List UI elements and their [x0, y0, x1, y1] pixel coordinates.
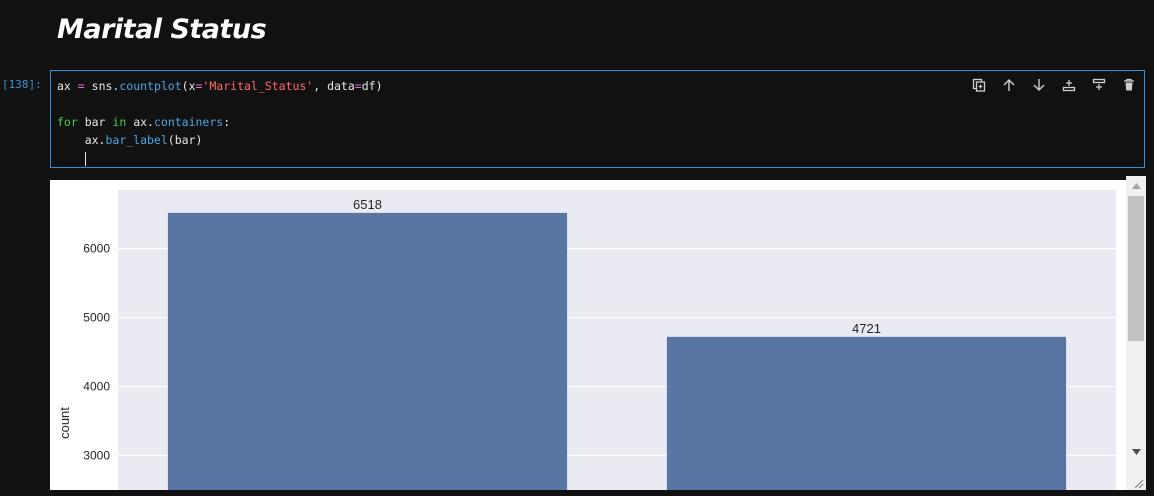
output-scrollbar[interactable]: [1126, 176, 1146, 490]
code-line: ax = sns.countplot(x='Marital_Status', d…: [57, 77, 383, 95]
scroll-up-arrow-icon: [1131, 183, 1141, 189]
code-token: (x: [181, 79, 196, 93]
scrollbar-thumb[interactable]: [1128, 196, 1144, 341]
cell-prompt: [138]:: [2, 78, 42, 91]
code-token: in: [112, 115, 127, 129]
code-token: df): [361, 79, 383, 93]
code-token: bar_label: [105, 133, 168, 147]
bar-data-label: 4721: [852, 321, 881, 336]
code-token: sns.: [84, 79, 120, 93]
markdown-heading: Marital Status: [57, 14, 267, 45]
scroll-down-button[interactable]: [1126, 444, 1146, 460]
code-token: countplot: [119, 79, 182, 93]
bar: [167, 212, 568, 490]
y-axis-label: count: [57, 407, 72, 439]
insert-below-button[interactable]: [1088, 76, 1110, 94]
move-up-button[interactable]: [998, 76, 1020, 94]
code-token: =: [354, 79, 362, 93]
code-line-empty: [57, 95, 383, 113]
duplicate-cell-button[interactable]: [968, 76, 990, 94]
countplot-chart: 3000 4000 5000 6000 6518 4721 count: [57, 190, 1116, 490]
move-down-button[interactable]: [1028, 76, 1050, 94]
bar: [666, 336, 1067, 490]
code-token: for: [57, 115, 78, 129]
code-token: (bar): [167, 133, 203, 147]
scroll-up-button[interactable]: [1126, 178, 1146, 194]
code-token: , data: [313, 79, 355, 93]
y-axis-ticks: 3000 4000 5000 6000: [83, 242, 110, 463]
y-tick-label: 4000: [83, 380, 110, 394]
code-token: :: [223, 115, 231, 129]
bar-data-label: 6518: [353, 197, 382, 212]
insert-below-icon: [1092, 78, 1106, 90]
scroll-down-arrow-icon: [1131, 449, 1141, 455]
code-token: bar: [77, 115, 113, 129]
y-tick-label: 3000: [83, 449, 110, 463]
insert-above-button[interactable]: [1058, 76, 1080, 94]
bars: [167, 212, 1067, 490]
bar-labels: 6518 4721: [353, 197, 881, 336]
code-token: =: [195, 79, 203, 93]
cell-toolbar: [968, 76, 1140, 94]
duplicate-cell-icon: [972, 78, 986, 92]
code-token: =: [77, 79, 85, 93]
code-cell[interactable]: ax = sns.countplot(x='Marital_Status', d…: [50, 70, 1145, 168]
code-token: 'Marital_Status': [202, 79, 314, 93]
code-token: ax.: [126, 115, 154, 129]
delete-cell-button[interactable]: [1118, 76, 1140, 94]
code-token: ax.: [57, 133, 106, 147]
delete-icon: [1124, 78, 1134, 91]
cell-output: 3000 4000 5000 6000 6518 4721 count: [50, 180, 1126, 490]
text-cursor: [85, 151, 86, 166]
insert-above-icon: [1062, 80, 1076, 92]
y-tick-label: 5000: [83, 311, 110, 325]
code-line: ax.bar_label(bar): [57, 131, 383, 149]
move-up-icon: [1003, 79, 1015, 91]
code-line: for bar in ax.containers:: [57, 113, 383, 131]
resize-grip-icon[interactable]: [1132, 474, 1144, 489]
move-down-icon: [1033, 79, 1045, 91]
code-token: containers: [153, 115, 224, 129]
y-tick-label: 6000: [83, 242, 110, 256]
code-line: [57, 149, 383, 167]
code-editor[interactable]: ax = sns.countplot(x='Marital_Status', d…: [57, 77, 383, 167]
code-token: ax: [57, 79, 78, 93]
